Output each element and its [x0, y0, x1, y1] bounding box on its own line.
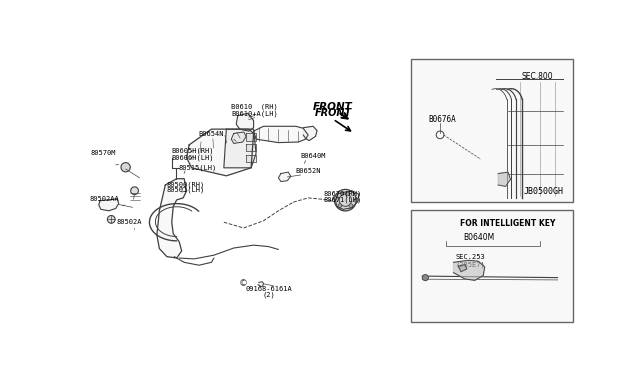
- Text: 80670(RH): 80670(RH): [323, 190, 362, 197]
- Text: 80500(RH): 80500(RH): [167, 181, 205, 187]
- Polygon shape: [246, 144, 256, 151]
- Text: (2): (2): [262, 291, 275, 298]
- Polygon shape: [157, 179, 187, 258]
- Text: B0606H(LH): B0606H(LH): [172, 154, 214, 161]
- Polygon shape: [303, 126, 317, 141]
- Circle shape: [346, 192, 349, 196]
- Polygon shape: [246, 134, 256, 141]
- Polygon shape: [278, 172, 291, 182]
- Circle shape: [335, 189, 356, 211]
- Text: B0654N: B0654N: [198, 131, 223, 137]
- Polygon shape: [498, 172, 511, 186]
- Text: 80515(LH): 80515(LH): [178, 164, 216, 171]
- Circle shape: [333, 196, 337, 200]
- Polygon shape: [246, 155, 256, 162]
- Polygon shape: [454, 260, 484, 280]
- Polygon shape: [236, 113, 253, 131]
- Polygon shape: [187, 129, 253, 176]
- Polygon shape: [253, 126, 308, 142]
- Circle shape: [121, 163, 131, 172]
- Text: ©: ©: [239, 279, 248, 288]
- Text: B0605H(RH): B0605H(RH): [172, 147, 214, 154]
- Text: FOR INTELLIGENT KEY: FOR INTELLIGENT KEY: [460, 219, 556, 228]
- Circle shape: [349, 204, 353, 208]
- Text: B0676A: B0676A: [429, 115, 456, 124]
- Text: B0652N: B0652N: [295, 168, 321, 174]
- Polygon shape: [231, 132, 246, 144]
- Circle shape: [131, 187, 138, 195]
- Text: SEC.253
(285E7): SEC.253 (285E7): [456, 254, 486, 269]
- Circle shape: [108, 215, 115, 223]
- Text: 80671(LH): 80671(LH): [323, 196, 362, 203]
- Polygon shape: [458, 264, 467, 272]
- Bar: [412, 210, 573, 322]
- Text: JB0500GH: JB0500GH: [524, 187, 563, 196]
- Text: B0610+A(LH): B0610+A(LH): [231, 111, 278, 117]
- Bar: [412, 59, 573, 202]
- Text: B0640M: B0640M: [301, 153, 326, 159]
- Circle shape: [355, 198, 358, 202]
- Circle shape: [422, 275, 428, 281]
- Text: B0640M: B0640M: [463, 233, 495, 242]
- Polygon shape: [259, 282, 264, 287]
- Text: 80501(LH): 80501(LH): [167, 187, 205, 193]
- Polygon shape: [99, 199, 118, 211]
- Text: FRONT: FRONT: [313, 102, 353, 112]
- Text: B0610  (RH): B0610 (RH): [231, 104, 278, 110]
- Polygon shape: [335, 191, 359, 209]
- Text: 09168-6161A: 09168-6161A: [245, 286, 292, 292]
- Polygon shape: [224, 129, 256, 168]
- Text: SEC.800: SEC.800: [521, 72, 553, 81]
- Text: 80502AA: 80502AA: [90, 196, 120, 202]
- Text: 80570M: 80570M: [91, 151, 116, 157]
- Text: FRONT: FRONT: [314, 108, 351, 118]
- Text: 80502A: 80502A: [116, 219, 142, 225]
- Circle shape: [338, 204, 342, 208]
